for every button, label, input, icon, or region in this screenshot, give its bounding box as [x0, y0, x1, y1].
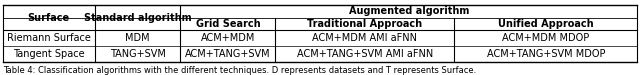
Text: ACM+MDM: ACM+MDM [201, 33, 255, 43]
Text: Unified Approach: Unified Approach [498, 19, 594, 29]
Text: Tangent Space: Tangent Space [13, 49, 84, 59]
Text: MDM: MDM [125, 33, 150, 43]
Text: ACM+MDM AMI aFNN: ACM+MDM AMI aFNN [312, 33, 417, 43]
Text: Augmented algorithm: Augmented algorithm [349, 6, 469, 16]
Text: Standard algorithm: Standard algorithm [84, 13, 191, 23]
Text: ACM+TANG+SVM MDOP: ACM+TANG+SVM MDOP [486, 49, 605, 59]
Text: Traditional Approach: Traditional Approach [307, 19, 422, 29]
Text: ACM+TANG+SVM: ACM+TANG+SVM [185, 49, 271, 59]
Text: Riemann Surface: Riemann Surface [6, 33, 91, 43]
Text: Grid Search: Grid Search [196, 19, 260, 29]
Text: ACM+MDM MDOP: ACM+MDM MDOP [502, 33, 589, 43]
Text: Surface: Surface [28, 13, 70, 23]
Text: ACM+TANG+SVM AMI aFNN: ACM+TANG+SVM AMI aFNN [297, 49, 433, 59]
Text: TANG+SVM: TANG+SVM [109, 49, 166, 59]
Text: Table 4: Classification algorithms with the different techniques. D represents d: Table 4: Classification algorithms with … [3, 66, 476, 75]
